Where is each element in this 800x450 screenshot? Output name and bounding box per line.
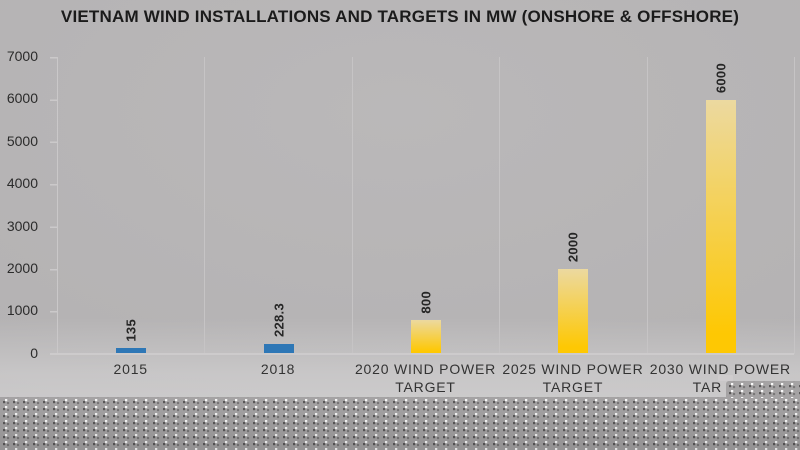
y-tick-label: 7000	[6, 48, 38, 64]
texture-glare-spot	[718, 375, 733, 381]
category-column-2025-target: 2000	[500, 57, 648, 354]
y-tick-label: 3000	[6, 218, 38, 234]
category-column-2015: 135	[58, 57, 206, 354]
y-tick-label: 0	[30, 345, 38, 361]
bar-value-label: 2000	[565, 232, 581, 263]
x-label-2015: 2015	[113, 361, 148, 377]
chart-slide: VIETNAM WIND INSTALLATIONS AND TARGETS I…	[0, 0, 800, 397]
y-tick-label: 4000	[6, 175, 38, 191]
x-label-2025-target: 2025 WIND POWER TARGET	[502, 361, 644, 395]
bar-2030-target	[705, 100, 736, 354]
category-column-2030-target: 6000	[648, 57, 796, 354]
y-tick-label: 5000	[6, 133, 38, 149]
category-column-2018: 228.3	[205, 57, 353, 354]
x-label-2018: 2018	[260, 361, 296, 377]
chart-title: VIETNAM WIND INSTALLATIONS AND TARGETS I…	[60, 7, 740, 26]
category-column-2020-target: 800	[353, 57, 501, 354]
y-tick-label: 6000	[6, 90, 38, 106]
x-label-2020-target: 2020 WIND POWER TARGET	[354, 361, 497, 395]
bar-value-label: 228.3	[271, 303, 287, 338]
bottom-texture-band	[0, 397, 800, 450]
x-label-2030-target: 2030 WIND POWER TAR	[649, 361, 791, 395]
texture-patch-right	[726, 381, 800, 398]
bar-2018	[263, 344, 294, 354]
x-axis-baseline	[50, 353, 794, 355]
bar-value-label: 6000	[713, 63, 729, 94]
x-axis-labels: 2015 2018 2020 WIND POWER TARGET 2025 WI…	[57, 361, 794, 396]
y-tick-label: 2000	[6, 260, 38, 276]
bar-2020-target	[411, 320, 442, 354]
bar-2015	[116, 348, 147, 354]
bar-2025-target	[558, 269, 589, 354]
y-axis-ticks	[50, 57, 57, 355]
bar-value-label: 800	[418, 290, 434, 314]
bar-value-label: 135	[123, 318, 139, 342]
plot-area: 135 228.3 800 2000 6000	[57, 57, 796, 354]
y-tick-label: 1000	[6, 302, 38, 318]
bottom-band-shading	[0, 397, 800, 450]
